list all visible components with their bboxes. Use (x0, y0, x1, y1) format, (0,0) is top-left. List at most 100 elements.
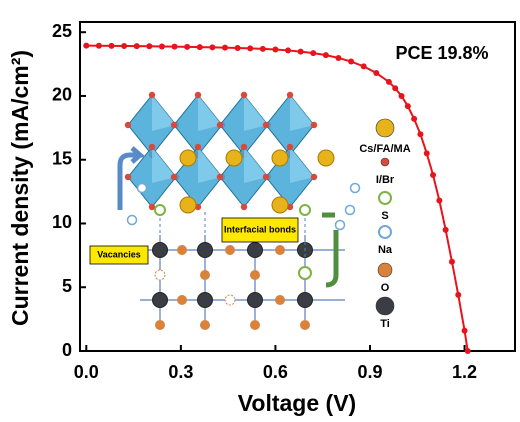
halide-atom (216, 173, 224, 181)
octahedron-face (290, 147, 314, 183)
s-atom (299, 204, 311, 216)
data-point (184, 43, 191, 50)
vacancy (224, 294, 236, 306)
y-tick-label: 5 (62, 276, 72, 296)
species-symbol (375, 118, 395, 138)
species-label: S (381, 210, 388, 222)
y-axis-label: Current density (mA/cm²) (7, 50, 33, 326)
ti-atom (197, 242, 213, 258)
o-atom (275, 295, 285, 305)
data-point (448, 258, 455, 265)
species-label: I/Br (376, 174, 395, 186)
na-atom (344, 204, 356, 216)
halide-atom (124, 173, 132, 181)
callout-text: Interfacial bonds (224, 224, 296, 234)
callout-box (89, 245, 149, 265)
ti-atom (152, 292, 168, 308)
data-point (285, 47, 292, 54)
species-label: Cs/FA/MA (359, 143, 410, 155)
plot-frame (79, 21, 516, 352)
halide-atom (286, 143, 294, 151)
octahedron-face (290, 95, 314, 131)
data-point (385, 78, 392, 85)
data-point (121, 42, 128, 49)
ti-atom (197, 292, 213, 308)
o-atom (177, 295, 187, 305)
halide-atom (194, 143, 202, 151)
data-point (398, 92, 405, 99)
species-symbol (378, 191, 392, 205)
ti-atom (152, 242, 168, 258)
y-tick-label: 10 (52, 212, 72, 232)
data-point (272, 46, 279, 53)
data-point (464, 348, 471, 354)
octahedron-face (198, 147, 222, 183)
a-cation (271, 196, 289, 214)
na-atom (334, 219, 346, 231)
data-point (348, 58, 355, 65)
halide-atom (240, 143, 248, 151)
data-point (234, 45, 241, 52)
data-point (133, 43, 140, 50)
halide-atom (310, 173, 318, 181)
o-atom (250, 270, 260, 280)
data-point (259, 45, 266, 52)
data-point (247, 45, 254, 52)
octahedron-face (152, 147, 176, 183)
y-tick-label: 0 (62, 340, 72, 360)
vacancy (154, 269, 166, 281)
s-atom (154, 204, 166, 216)
s-atom (298, 266, 312, 280)
na-atom (349, 182, 361, 194)
data-point (209, 44, 216, 51)
a-cation (179, 149, 197, 167)
o-atom (225, 245, 235, 255)
octahedron-face (152, 95, 176, 131)
a-cation (225, 149, 243, 167)
octahedron-face (198, 95, 222, 131)
arrow (322, 212, 339, 288)
halide-atom (194, 91, 202, 99)
o-atom (300, 320, 310, 330)
ti-atom (247, 292, 263, 308)
data-point (322, 52, 329, 59)
octahedron-face (244, 147, 268, 183)
halide-atom (262, 121, 270, 129)
data-point (83, 42, 90, 49)
species-symbol (375, 296, 395, 316)
halide-atom (148, 203, 156, 211)
halide-atom (286, 91, 294, 99)
data-point (404, 103, 411, 110)
data-point (95, 42, 102, 49)
data-point (461, 327, 468, 334)
halide-atom (262, 173, 270, 181)
o-atom (200, 320, 210, 330)
species-label: Ti (380, 318, 390, 330)
x-tick-label: 0.6 (263, 362, 288, 382)
inset-schematic: Interfacial bonds Vacancies Cs/FA/MA I/Br S N… (89, 91, 411, 330)
halide-atom (148, 143, 156, 151)
data-point (423, 150, 430, 157)
data-point (392, 85, 399, 92)
halide-atom (170, 121, 178, 129)
data-point (108, 42, 115, 49)
y-tick-label: 20 (52, 85, 72, 105)
y-tick-label: 25 (52, 21, 72, 41)
o-atom (155, 320, 165, 330)
data-point (196, 44, 203, 51)
species-label: O (381, 282, 390, 294)
o-atom (177, 245, 187, 255)
species-symbol (378, 225, 392, 239)
data-point (158, 43, 165, 50)
a-cation (317, 149, 335, 167)
halide-atom (216, 121, 224, 129)
data-point (430, 172, 437, 179)
data-point (417, 131, 424, 138)
data-point (171, 43, 178, 50)
x-tick-label: 1.2 (452, 362, 477, 382)
x-tick-label: 0.3 (168, 362, 193, 382)
ti-atom (297, 292, 313, 308)
data-point (222, 44, 228, 51)
data-point (310, 50, 317, 57)
